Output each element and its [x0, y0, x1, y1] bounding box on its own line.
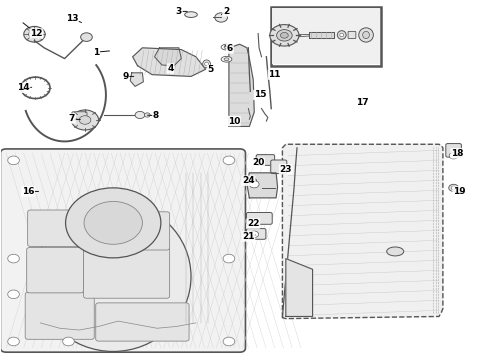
Circle shape	[79, 116, 91, 124]
Ellipse shape	[184, 12, 197, 18]
Circle shape	[280, 32, 287, 38]
Polygon shape	[228, 44, 254, 126]
Ellipse shape	[386, 247, 403, 256]
Text: 5: 5	[207, 66, 213, 75]
Text: 13: 13	[65, 14, 78, 23]
Text: 1: 1	[93, 48, 99, 57]
FancyBboxPatch shape	[256, 155, 274, 165]
Circle shape	[269, 24, 298, 46]
Ellipse shape	[247, 178, 256, 183]
Circle shape	[29, 30, 40, 39]
Circle shape	[448, 184, 458, 192]
Ellipse shape	[362, 31, 369, 39]
Text: 22: 22	[246, 219, 259, 228]
Bar	[272, 8, 379, 64]
Text: 9: 9	[122, 72, 128, 81]
Text: 4: 4	[167, 64, 173, 73]
Text: 16: 16	[22, 187, 34, 196]
Polygon shape	[132, 48, 205, 76]
Ellipse shape	[35, 202, 191, 351]
Ellipse shape	[358, 28, 372, 42]
Text: 20: 20	[251, 158, 264, 167]
Ellipse shape	[250, 180, 254, 182]
Circle shape	[214, 13, 227, 22]
Ellipse shape	[221, 57, 231, 62]
FancyBboxPatch shape	[96, 303, 189, 341]
Text: 6: 6	[226, 44, 233, 53]
Polygon shape	[154, 48, 181, 66]
Circle shape	[135, 111, 144, 118]
Circle shape	[81, 33, 92, 41]
Text: 2: 2	[223, 7, 229, 16]
FancyBboxPatch shape	[270, 160, 286, 174]
Polygon shape	[282, 144, 442, 319]
Ellipse shape	[337, 31, 346, 39]
Ellipse shape	[204, 62, 208, 66]
Text: 17: 17	[355, 98, 368, 107]
Text: 14: 14	[17, 83, 29, 92]
FancyBboxPatch shape	[0, 149, 245, 352]
FancyBboxPatch shape	[93, 212, 169, 250]
Ellipse shape	[224, 58, 228, 61]
FancyBboxPatch shape	[28, 210, 92, 247]
Circle shape	[450, 186, 455, 190]
Text: 7: 7	[68, 114, 75, 123]
Text: 3: 3	[175, 7, 182, 16]
Circle shape	[144, 113, 150, 117]
Polygon shape	[308, 32, 333, 38]
Circle shape	[8, 156, 20, 165]
Polygon shape	[246, 173, 277, 198]
Ellipse shape	[202, 60, 210, 68]
Circle shape	[24, 26, 45, 42]
Circle shape	[8, 290, 20, 298]
Ellipse shape	[224, 46, 228, 49]
Text: 18: 18	[450, 149, 463, 158]
Text: 24: 24	[242, 176, 254, 185]
FancyBboxPatch shape	[347, 31, 355, 39]
Circle shape	[223, 337, 234, 346]
Circle shape	[8, 254, 20, 263]
Circle shape	[223, 254, 234, 263]
Circle shape	[84, 202, 142, 244]
Text: 15: 15	[253, 90, 266, 99]
Circle shape	[223, 156, 234, 165]
FancyBboxPatch shape	[445, 144, 460, 157]
Text: 19: 19	[452, 187, 465, 196]
FancyBboxPatch shape	[246, 212, 272, 224]
Circle shape	[8, 337, 20, 346]
FancyBboxPatch shape	[246, 229, 265, 239]
Text: 23: 23	[279, 165, 291, 174]
Text: 11: 11	[268, 70, 280, 79]
Ellipse shape	[221, 44, 231, 50]
Circle shape	[62, 337, 74, 346]
FancyBboxPatch shape	[72, 112, 87, 120]
Bar	[271, 7, 380, 66]
Ellipse shape	[339, 33, 343, 37]
Circle shape	[249, 181, 259, 188]
Text: 8: 8	[153, 111, 159, 120]
FancyBboxPatch shape	[27, 248, 83, 293]
FancyBboxPatch shape	[25, 292, 94, 339]
Circle shape	[276, 30, 291, 41]
Polygon shape	[285, 258, 312, 316]
Circle shape	[65, 188, 161, 258]
Circle shape	[448, 153, 457, 159]
Text: 10: 10	[227, 117, 240, 126]
Circle shape	[249, 231, 258, 238]
FancyBboxPatch shape	[83, 248, 169, 298]
Polygon shape	[130, 73, 143, 86]
Text: 12: 12	[30, 29, 42, 38]
Circle shape	[71, 110, 99, 130]
Text: 21: 21	[242, 232, 254, 241]
